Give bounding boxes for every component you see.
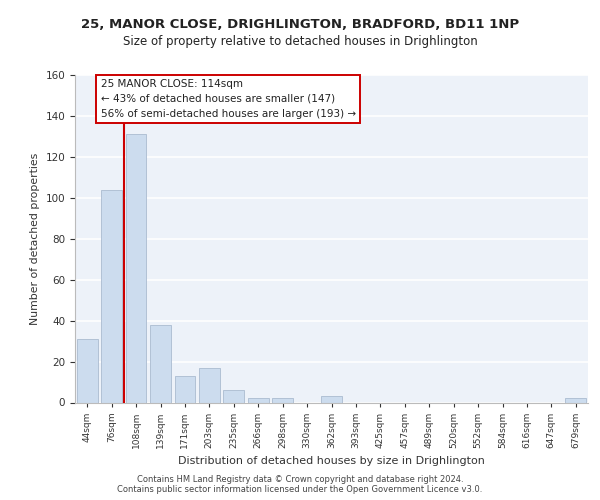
Bar [248, 398, 269, 402]
Bar [272, 398, 293, 402]
Bar [101, 190, 122, 402]
Text: Contains HM Land Registry data © Crown copyright and database right 2024.: Contains HM Land Registry data © Crown c… [137, 475, 463, 484]
Bar [175, 376, 196, 402]
Text: Contains public sector information licensed under the Open Government Licence v3: Contains public sector information licen… [118, 485, 482, 494]
X-axis label: Distribution of detached houses by size in Drighlington: Distribution of detached houses by size … [178, 456, 485, 466]
Bar [77, 339, 98, 402]
Bar [223, 390, 244, 402]
Bar [150, 324, 171, 402]
Bar [199, 368, 220, 402]
Y-axis label: Number of detached properties: Number of detached properties [30, 152, 40, 325]
Text: 25 MANOR CLOSE: 114sqm
← 43% of detached houses are smaller (147)
56% of semi-de: 25 MANOR CLOSE: 114sqm ← 43% of detached… [101, 79, 356, 118]
Bar [125, 134, 146, 402]
Bar [321, 396, 342, 402]
Text: 25, MANOR CLOSE, DRIGHLINGTON, BRADFORD, BD11 1NP: 25, MANOR CLOSE, DRIGHLINGTON, BRADFORD,… [81, 18, 519, 30]
Text: Size of property relative to detached houses in Drighlington: Size of property relative to detached ho… [122, 35, 478, 48]
Bar [565, 398, 586, 402]
